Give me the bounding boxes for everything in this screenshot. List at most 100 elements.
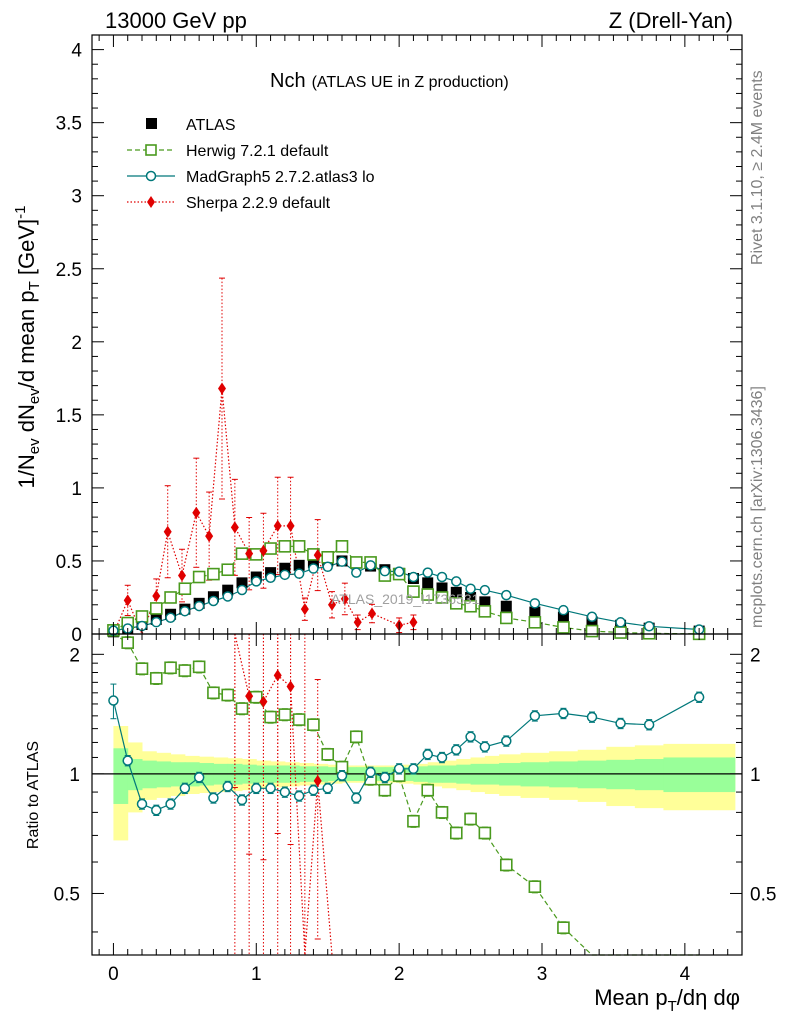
legend-sherpa-marker <box>147 196 155 208</box>
ratio-y-tick-label-right: 0.5 <box>750 884 776 905</box>
madgraph-ratio-point <box>451 744 462 756</box>
herwig-point <box>178 582 192 596</box>
atlas-point <box>450 586 462 598</box>
herwig-ratio-point <box>378 783 392 797</box>
x-tick-label: 4 <box>680 964 691 985</box>
sherpa-ratio-point <box>313 774 322 787</box>
herwig-line <box>113 545 700 635</box>
band-inner-segment <box>606 759 636 790</box>
ratio-y-tick-label: 0.5 <box>54 884 80 905</box>
madgraph-point <box>308 563 319 574</box>
madgraph-ratio-point <box>265 783 276 794</box>
sherpa-point <box>218 382 226 395</box>
ratio-y-tick-label: 1 <box>69 765 80 786</box>
madgraph-point <box>336 556 348 567</box>
sherpa-point <box>245 547 254 560</box>
band-inner-segment <box>634 759 664 791</box>
sherpa-point <box>340 592 349 605</box>
madgraph-ratio-point <box>108 695 119 706</box>
herwig-point <box>278 540 292 553</box>
madgraph-ratio-point <box>529 710 541 722</box>
herwig-point <box>349 556 363 569</box>
legend-madgraph-marker <box>145 170 157 182</box>
herwig-ratio-point <box>307 718 320 731</box>
madgraph-point <box>179 605 191 617</box>
madgraph-point <box>422 567 433 578</box>
madgraph-ratio-point <box>279 786 291 798</box>
atlas-point <box>422 577 434 589</box>
sherpa-point <box>286 519 295 532</box>
herwig-ratio-point <box>421 783 435 797</box>
madgraph-point <box>165 612 176 624</box>
y-tick-label: 0 <box>71 625 82 646</box>
sherpa-ratio-point <box>273 669 282 682</box>
atlas-point <box>236 577 248 589</box>
herwig-ratio-point <box>528 880 542 894</box>
sherpa-point <box>178 569 186 582</box>
y-tick-label: 1.5 <box>56 406 82 427</box>
plot-title: Nch (ATLAS UE in Z production) <box>270 70 509 92</box>
x-tick-label: 3 <box>537 964 548 985</box>
herwig-ratio-point <box>321 748 335 761</box>
atlas-point <box>465 591 477 603</box>
herwig-ratio-point <box>449 826 463 840</box>
sherpa-point <box>205 530 214 543</box>
herwig-point <box>164 591 177 604</box>
x-tick-label: 0 <box>108 964 119 985</box>
herwig-point <box>478 605 492 618</box>
herwig-point <box>499 611 513 625</box>
y-tick-label: 4 <box>71 41 82 62</box>
madgraph-point <box>408 571 419 583</box>
madgraph-ratio-point <box>208 792 219 804</box>
herwig-ratio-line <box>113 633 700 956</box>
herwig-ratio-point <box>292 713 306 726</box>
sherpa-ratio-point <box>245 690 254 703</box>
madgraph-point <box>501 589 512 601</box>
herwig-point <box>464 599 477 613</box>
herwig-ratio-point <box>349 730 363 744</box>
y-tick-label: 0.5 <box>56 552 82 573</box>
madgraph-point <box>465 583 476 594</box>
madgraph-ratio-point <box>308 784 319 796</box>
madgraph-point <box>251 576 262 587</box>
herwig-ratio-point <box>178 664 192 677</box>
madgraph-ratio-point <box>422 749 433 760</box>
madgraph-point <box>365 560 376 571</box>
madgraph-point <box>615 617 626 628</box>
legend-sherpa-label: Sherpa 2.2.9 default <box>186 195 331 212</box>
header-left: 13000 GeV pp <box>105 8 247 33</box>
madgraph-point <box>222 591 233 602</box>
ratio-y-tick-label: 2 <box>69 645 80 666</box>
madgraph-ratio-point <box>586 711 598 723</box>
herwig-point <box>449 597 463 610</box>
herwig-point <box>585 624 599 638</box>
ratio-series <box>108 633 705 956</box>
atlas-point <box>529 606 541 618</box>
herwig-point <box>207 567 220 581</box>
madgraph-point <box>193 600 205 612</box>
x-tick-label: 1 <box>251 964 262 985</box>
sherpa-point <box>368 607 376 620</box>
herwig-ratio-point <box>164 661 177 675</box>
herwig-point <box>335 540 349 553</box>
sherpa-point <box>409 616 418 629</box>
herwig-ratio-point <box>221 688 235 702</box>
atlas-point <box>479 596 491 608</box>
herwig-point <box>149 602 163 615</box>
madgraph-point <box>208 595 219 607</box>
madgraph-point <box>558 604 569 616</box>
madgraph-point <box>451 576 462 587</box>
herwig-ratio-point <box>557 921 570 935</box>
atlas-point <box>293 559 305 571</box>
madgraph-ratio-point <box>322 783 333 794</box>
herwig-ratio-point <box>464 812 477 826</box>
herwig-point <box>292 540 306 553</box>
herwig-point <box>321 550 335 564</box>
x-tick-label: 2 <box>394 964 405 985</box>
sherpa-point <box>123 594 132 607</box>
madgraph-ratio-point <box>351 792 362 804</box>
sherpa-point <box>273 519 282 532</box>
legend: ATLAS Herwig 7.2.1 default MadGraph5 2.7… <box>127 117 375 212</box>
axes: 0 1 2 3 4 0 0.5 1 1.5 2 2.5 3 3.5 4 0.5 0.5 1 1 2 2 <box>54 34 776 985</box>
